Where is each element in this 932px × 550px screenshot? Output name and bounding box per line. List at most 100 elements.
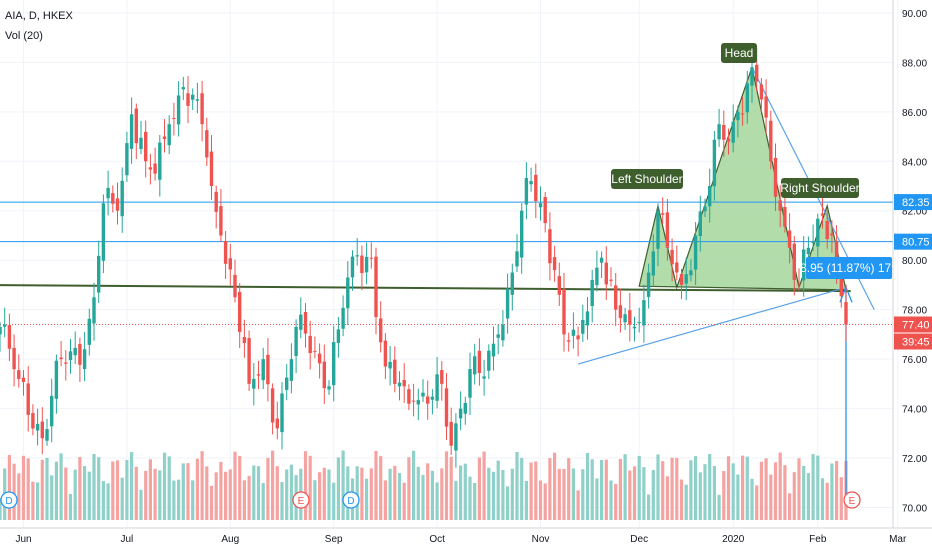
candle-body (3, 324, 7, 327)
volume-bar (134, 466, 138, 520)
volume-bar (520, 457, 524, 520)
volume-bar (816, 455, 820, 520)
event-marker-circle (843, 491, 861, 509)
volume-bar (581, 469, 585, 520)
volume-bar (271, 450, 275, 520)
volume-bar (101, 481, 105, 520)
candle-body (623, 314, 627, 323)
candle-body (590, 279, 594, 307)
x-tick-label: Sep (325, 534, 343, 545)
volume-bar (651, 470, 655, 520)
volume-bar (83, 466, 87, 520)
candle-body (543, 197, 547, 224)
pattern-annotations[interactable]: Left Shoulder Head Right Shoulder 8.95 (11.… (611, 43, 898, 279)
volume-bar (802, 465, 806, 520)
volume-bar (477, 457, 481, 520)
x-tick-label: Jun (15, 534, 31, 545)
volume-bar (388, 468, 392, 520)
candle-body (139, 137, 143, 150)
candle-body (684, 274, 688, 284)
candle-body (153, 163, 157, 174)
candle-body (755, 64, 759, 82)
volume-bar (708, 454, 712, 520)
volume-header[interactable]: Vol (20) (5, 30, 43, 42)
volume-bar (191, 480, 195, 520)
candle-body (646, 272, 651, 297)
measure-label-bg (806, 257, 892, 279)
volume-bar (31, 481, 35, 520)
volume-bar (181, 463, 185, 520)
volume-bar (200, 451, 204, 520)
candle-body (722, 124, 726, 140)
volume-bar (252, 465, 256, 520)
volume-bar (745, 456, 749, 520)
candle-body (435, 374, 439, 401)
candle-body (35, 423, 40, 431)
volume-bar (332, 482, 336, 520)
candle-body (787, 230, 792, 248)
dividend-marker: D (5, 496, 12, 507)
volume-bar (830, 463, 834, 520)
candle-body (632, 326, 637, 329)
candle-body (806, 247, 811, 255)
candle-body (336, 329, 341, 343)
volume-bar (684, 484, 688, 520)
candle-body (402, 379, 406, 387)
volume-bar (553, 452, 557, 520)
candle-body (454, 423, 458, 451)
symbol-header[interactable]: AIA, D, HKEX (5, 10, 73, 22)
volume-bar (703, 464, 707, 520)
event-marker-circle (0, 491, 18, 509)
volume-bar (64, 467, 68, 520)
candle-body (510, 272, 514, 295)
y-tick-label: 78.00 (902, 306, 927, 317)
candle-body (92, 297, 96, 324)
candle-body (773, 157, 778, 197)
candle-body (548, 229, 552, 264)
candle-body (219, 206, 223, 236)
event-marker-circle (342, 491, 360, 509)
candle-body (792, 243, 796, 280)
candle-body (280, 393, 284, 433)
candle-body (473, 356, 477, 375)
candle-body (106, 187, 110, 199)
candle-body (740, 113, 745, 115)
volume-bar (675, 457, 679, 520)
volume-bar (45, 457, 49, 520)
candle-body (712, 139, 717, 187)
volume-bar (280, 482, 284, 520)
level-price-tag (894, 233, 932, 250)
volume-bar (111, 461, 115, 520)
volume-bar (609, 480, 613, 520)
candle-body (374, 256, 378, 318)
volume-bar (336, 457, 340, 520)
volume-bar (195, 458, 199, 520)
candle-body (303, 311, 308, 334)
candle-body (341, 307, 345, 329)
candle-body (614, 285, 618, 310)
candle-body (158, 142, 162, 180)
volume-bar (661, 461, 665, 520)
candle-body (350, 256, 355, 278)
candlestick-series (0, 48, 848, 468)
volume-bar (741, 455, 745, 520)
volume-bar (148, 459, 152, 520)
candle-body (214, 191, 218, 212)
volume-bar (369, 468, 373, 520)
volume-bar (285, 469, 289, 520)
candle-body (477, 350, 482, 374)
volume-bar (374, 451, 378, 520)
candle-body (364, 256, 369, 273)
candle-body (444, 388, 449, 427)
candle-body (17, 370, 21, 379)
y-tick-label: 70.00 (902, 504, 927, 515)
volume-bar (825, 482, 829, 520)
candle-body (778, 200, 782, 211)
volume-bar (59, 453, 63, 520)
candle-body (266, 354, 270, 385)
candle-body (618, 305, 623, 319)
volume-bar (289, 464, 293, 520)
volume-bar (78, 457, 82, 520)
